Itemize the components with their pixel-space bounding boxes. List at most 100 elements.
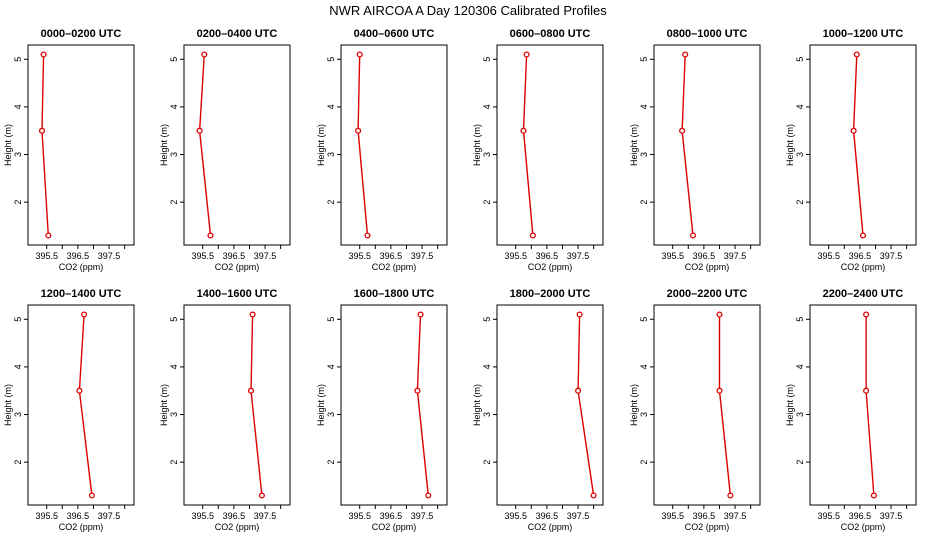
data-point: [417, 311, 424, 318]
series-line: [522, 54, 534, 236]
x-axis-label: CO2 (ppm): [372, 262, 417, 272]
y-tick-label: 4: [482, 364, 492, 369]
x-tick-label: 397.5: [254, 511, 277, 521]
y-tick-label: 4: [795, 364, 805, 369]
y-tick-label: 5: [639, 317, 649, 322]
plot-frame: [653, 44, 761, 246]
x-axis-label: CO2 (ppm): [372, 522, 417, 532]
x-tick-label: 397.5: [98, 511, 121, 521]
chart-panel: 1400–1600 UTC 395.5 396.5 397.5 2 3 4 5 CO2 (ppm…: [159, 288, 291, 532]
y-tick-label: 4: [795, 104, 805, 109]
y-tick-label: 3: [639, 152, 649, 157]
x-axis-label: CO2 (ppm): [59, 522, 104, 532]
plot-frame: [340, 44, 448, 246]
y-tick-label: 2: [326, 460, 336, 465]
series-line: [357, 54, 369, 236]
data-point: [40, 51, 47, 58]
data-point: [45, 232, 52, 239]
series-line: [865, 314, 875, 496]
x-tick-label: 395.5: [348, 251, 371, 261]
y-tick-label: 4: [482, 104, 492, 109]
data-point: [679, 127, 686, 134]
y-tick-label: 2: [13, 200, 23, 205]
x-tick-label: 395.5: [661, 251, 684, 261]
data-point: [689, 232, 697, 239]
x-tick-label: 395.5: [191, 251, 214, 261]
data-point: [576, 311, 583, 318]
chart-panel: 1600–1800 UTC 395.5 396.5 397.5 2 3 4 5 CO2 (ppm…: [316, 288, 448, 532]
data-point: [88, 492, 95, 499]
x-tick-label: 397.5: [724, 251, 747, 261]
y-tick-label: 4: [326, 104, 336, 109]
data-point: [81, 311, 88, 318]
data-point: [853, 51, 860, 58]
data-point: [590, 492, 597, 499]
data-point: [850, 127, 857, 134]
x-tick-label: 397.5: [567, 511, 590, 521]
y-tick-label: 2: [326, 200, 336, 205]
x-tick-label: 396.5: [380, 251, 403, 261]
y-axis-label: Height (m): [159, 384, 169, 426]
plot-frame: [27, 304, 135, 506]
series-line: [41, 54, 49, 236]
panel-title: 0000–0200 UTC: [41, 28, 122, 40]
data-point: [727, 492, 734, 499]
x-tick-label: 397.5: [724, 511, 747, 521]
data-point: [425, 492, 432, 499]
x-tick-label: 396.5: [693, 251, 716, 261]
x-tick-label: 397.5: [98, 251, 121, 261]
chart-panel: 1200–1400 UTC 395.5 396.5 397.5 2 3 4 5 CO2 (ppm…: [3, 288, 135, 532]
series-line: [416, 314, 429, 496]
y-tick-label: 2: [795, 460, 805, 465]
x-tick-label: 396.5: [536, 511, 559, 521]
x-tick-label: 395.5: [348, 511, 371, 521]
x-tick-label: 397.5: [254, 251, 277, 261]
y-tick-label: 4: [639, 104, 649, 109]
x-axis-label: CO2 (ppm): [528, 522, 573, 532]
y-axis-label: Height (m): [785, 124, 795, 166]
y-tick-label: 3: [326, 152, 336, 157]
x-tick-label: 396.5: [223, 511, 246, 521]
y-tick-label: 5: [13, 57, 23, 62]
chart-panel: 2200–2400 UTC 395.5 396.5 397.5 2 3 4 5 CO2 (ppm…: [785, 288, 917, 532]
chart-panel: 0200–0400 UTC 395.5 396.5 397.5 2 3 4 5 CO2 (ppm…: [159, 28, 291, 272]
y-tick-label: 4: [13, 104, 23, 109]
panel-title: 1800–2000 UTC: [510, 288, 591, 300]
data-point: [258, 492, 265, 499]
series-line: [78, 314, 93, 496]
x-axis-label: CO2 (ppm): [59, 262, 104, 272]
y-tick-label: 3: [326, 412, 336, 417]
panel-title: 0200–0400 UTC: [197, 28, 278, 40]
y-tick-label: 2: [795, 200, 805, 205]
y-axis-label: Height (m): [3, 124, 13, 166]
y-tick-label: 5: [795, 317, 805, 322]
series-line: [852, 54, 864, 236]
data-point: [207, 232, 214, 239]
x-tick-label: 395.5: [661, 511, 684, 521]
y-tick-label: 4: [169, 104, 179, 109]
y-tick-label: 5: [326, 317, 336, 322]
y-tick-label: 2: [639, 200, 649, 205]
data-point: [247, 387, 255, 394]
plot-frame: [27, 44, 135, 246]
y-tick-label: 2: [482, 460, 492, 465]
chart-panel: 0000–0200 UTC 395.5 396.5 397.5 2 3 4 5 CO2 (ppm…: [3, 28, 135, 272]
y-tick-label: 3: [169, 412, 179, 417]
x-tick-label: 396.5: [67, 251, 90, 261]
x-tick-label: 397.5: [411, 511, 434, 521]
x-tick-label: 395.5: [35, 251, 58, 261]
plot-frame: [340, 304, 448, 506]
y-tick-label: 4: [639, 364, 649, 369]
x-axis-label: CO2 (ppm): [528, 262, 573, 272]
x-tick-label: 396.5: [693, 511, 716, 521]
data-point: [201, 51, 208, 58]
x-tick-label: 395.5: [817, 511, 840, 521]
data-point: [682, 51, 689, 58]
y-tick-label: 4: [169, 364, 179, 369]
x-axis-label: CO2 (ppm): [841, 262, 886, 272]
x-tick-label: 396.5: [380, 511, 403, 521]
y-axis-label: Height (m): [3, 384, 13, 426]
chart-panel: 0400–0600 UTC 395.5 396.5 397.5 2 3 4 5 CO2 (ppm…: [316, 28, 448, 272]
plot-frame: [809, 44, 917, 246]
x-tick-label: 395.5: [35, 511, 58, 521]
